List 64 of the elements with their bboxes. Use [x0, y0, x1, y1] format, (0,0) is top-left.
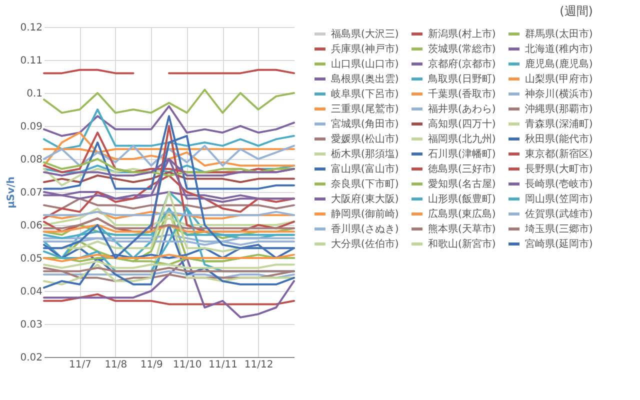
x-tick-label: 11/7 — [68, 360, 92, 370]
y-axis-title: μSv/h — [6, 176, 18, 208]
legend-label: 富山県(富山市) — [331, 163, 399, 175]
legend-label: 栃木県(那須塩) — [331, 148, 399, 160]
y-tick-label: 0.02 — [20, 352, 42, 364]
legend-label: 千葉県(香取市) — [428, 88, 496, 100]
legend-label: 奈良県(下市町) — [331, 178, 399, 190]
legend-label: 徳島県(三好市) — [428, 163, 496, 175]
legend-label: 島根県(奥出雲) — [331, 73, 399, 85]
legend-label: 宮崎県(延岡市) — [525, 238, 593, 250]
y-tick-label: 0.11 — [20, 56, 42, 66]
legend-label: 群馬県(太田市) — [525, 28, 593, 40]
legend-label: 熊本県(天草市) — [428, 223, 496, 235]
legend-label: 北海道(稚内市) — [525, 43, 593, 55]
legend-label: 広島県(東広島) — [428, 208, 496, 220]
legend-label: 香川県(さぬき) — [331, 223, 399, 235]
y-tick-label: 0.12 — [20, 22, 42, 34]
y-tick-label: 0.04 — [20, 286, 42, 298]
legend-label: 大分県(佐伯市) — [331, 238, 399, 250]
legend-label: 茨城県(常総市) — [428, 43, 496, 55]
x-tick-label: 11/12 — [244, 360, 274, 370]
legend-label: 岡山県(笠岡市) — [525, 193, 593, 205]
y-tick-label: 0.1 — [26, 88, 42, 100]
legend-label: 高知県(四万十) — [428, 118, 496, 130]
legend-label: 宮城県(角田市) — [331, 118, 399, 130]
legend-label: 佐賀県(武雄市) — [525, 208, 593, 220]
legend-label: 福井県(あわら) — [428, 103, 496, 115]
legend-label: 新潟県(村上市) — [428, 28, 496, 40]
x-tick-label: 11/8 — [104, 360, 128, 370]
legend-label: 山口県(山口市) — [331, 58, 399, 70]
legend-label: 鹿児島(鹿児島) — [525, 58, 593, 70]
legend-label: 秋田県(能代市) — [525, 133, 593, 145]
legend-label: 青森県(深浦町) — [525, 118, 593, 130]
legend-label: 長野県(大町市) — [525, 163, 593, 175]
legend-label: 埼玉県(三郷市) — [524, 223, 593, 235]
y-tick-label: 0.05 — [20, 254, 42, 264]
y-tick-label: 0.08 — [20, 154, 42, 166]
legend-label: 和歌山(新宮市) — [428, 238, 496, 250]
legend-label: 鳥取県(日野町) — [427, 73, 496, 85]
legend-label: 三重県(尾鷲市) — [331, 103, 399, 115]
legend-label: 静岡県(御前崎) — [331, 208, 399, 220]
legend-label: 山形県(飯豊町) — [428, 193, 496, 205]
legend-label: 福岡県(北九州) — [428, 133, 496, 145]
x-tick-label: 11/10 — [172, 360, 202, 370]
y-tick-label: 0.06 — [20, 220, 42, 232]
legend-label: 愛媛県(松山市) — [331, 133, 399, 145]
legend-label: 沖縄県(那覇市) — [525, 103, 593, 115]
legend-label: 山梨県(甲府市) — [525, 73, 593, 85]
y-tick-label: 0.07 — [20, 188, 42, 198]
legend-label: 岐阜県(下呂市) — [331, 88, 399, 100]
legend-label: 大阪府(東大阪) — [331, 193, 399, 205]
legend-label: 東京都(新宿区) — [525, 148, 593, 160]
y-tick-label: 0.09 — [20, 122, 42, 132]
x-tick-label: 11/11 — [208, 360, 238, 370]
legend-label: 神奈川(横浜市) — [525, 88, 593, 100]
legend-label: 兵庫県(神戸市) — [331, 43, 399, 55]
legend-label: 愛知県(名古屋) — [428, 178, 496, 190]
legend-label: 福島県(大沢三) — [331, 28, 399, 40]
legend-label: 長崎県(壱岐市) — [525, 178, 593, 190]
legend-label: 京都府(京都市) — [428, 58, 496, 70]
text: (週間) — [560, 4, 593, 18]
x-tick-label: 11/9 — [140, 360, 163, 370]
y-tick-label: 0.03 — [20, 320, 42, 330]
legend-label: 石川県(津幡町) — [428, 148, 496, 160]
